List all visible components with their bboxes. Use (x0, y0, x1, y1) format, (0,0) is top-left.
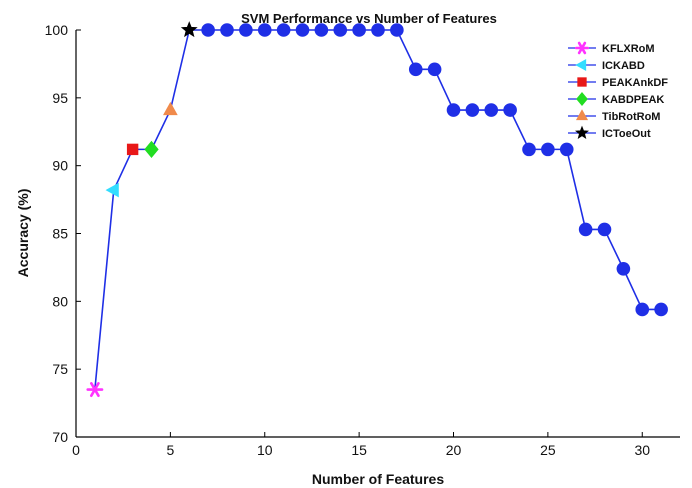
data-point (559, 142, 574, 157)
x-tick-label: 15 (351, 442, 367, 458)
data-point (220, 23, 234, 37)
legend-marker (575, 109, 589, 121)
legend-label: KFLXRoM (602, 43, 655, 55)
data-point (257, 23, 272, 37)
legend-marker (577, 77, 587, 87)
data-point (239, 23, 253, 37)
series-line (94, 29, 662, 390)
data-point (314, 23, 329, 37)
data-point (616, 261, 631, 276)
legend-marker (575, 58, 587, 72)
legend-marker (574, 41, 590, 55)
data-point (465, 103, 480, 117)
legend-marker (575, 125, 589, 139)
data-point (352, 23, 366, 37)
data-point (333, 23, 348, 37)
data-point (276, 23, 291, 37)
asterisk-stroke (577, 41, 587, 55)
highlight-point-peakankdf (126, 143, 139, 156)
y-tick-label: 95 (52, 90, 68, 106)
x-tick-label: 0 (72, 442, 80, 458)
x-tick-label: 5 (166, 442, 174, 458)
highlight-point-kabdpeak (144, 140, 159, 158)
data-point (295, 23, 310, 37)
data-point (408, 62, 423, 77)
data-point (446, 103, 461, 117)
asterisk-stroke (90, 382, 100, 398)
highlight-point-tibrotrom (163, 101, 178, 116)
highlight-point-kflxrom (86, 382, 104, 398)
y-tick-label: 75 (52, 361, 68, 377)
x-tick-label: 25 (540, 442, 556, 458)
x-tick-label: 20 (446, 442, 462, 458)
legend-label: ICKABD (602, 60, 645, 72)
data-point (503, 103, 517, 117)
data-point (522, 142, 536, 157)
legend-label: TibRotRoM (602, 111, 660, 123)
data-point (371, 23, 385, 37)
legend-label: KABDPEAK (602, 94, 664, 106)
highlight-point-ickabd (105, 182, 119, 198)
data-point (390, 23, 404, 37)
legend-marker (576, 91, 588, 107)
chart-title: SVM Performance vs Number of Features (241, 11, 497, 26)
y-tick-label: 80 (52, 293, 68, 309)
highlight-layer (86, 21, 198, 398)
data-point (578, 222, 593, 237)
legend-label: PEAKAnkDF (602, 77, 668, 89)
legend: KFLXRoM ICKABD PEAKAnkDF KABDPEAK TibRotRoM I… (568, 41, 668, 140)
data-point (541, 142, 555, 157)
y-tick-label: 100 (45, 22, 69, 38)
series-layer (94, 23, 668, 390)
y-ticks: 70 75 80 85 90 95 100 (45, 22, 81, 445)
y-axis-label: Accuracy (%) (15, 189, 31, 278)
data-point (597, 222, 612, 237)
y-tick-label: 90 (52, 158, 68, 174)
x-tick-label: 30 (634, 442, 650, 458)
y-tick-label: 85 (52, 226, 68, 242)
data-point (635, 302, 650, 317)
data-point (654, 302, 668, 317)
y-tick-label: 70 (52, 429, 68, 445)
x-tick-label: 10 (257, 442, 273, 458)
data-point (484, 103, 499, 117)
data-point (427, 62, 442, 77)
x-ticks: 0 5 10 15 20 25 30 (72, 432, 650, 458)
legend-label: ICToeOut (602, 128, 651, 140)
highlight-point-ictoeout (180, 21, 198, 38)
data-point (201, 23, 215, 37)
x-axis-label: Number of Features (312, 471, 444, 487)
